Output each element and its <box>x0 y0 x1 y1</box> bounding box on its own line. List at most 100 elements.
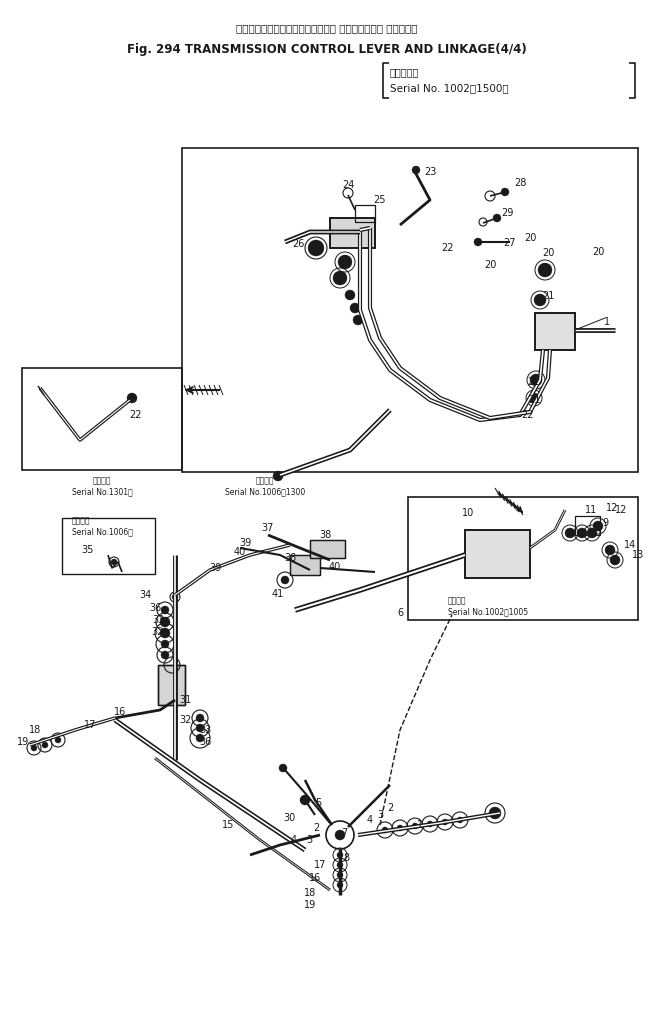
Bar <box>22 368 182 470</box>
Bar <box>158 665 185 705</box>
Circle shape <box>397 825 403 831</box>
Text: 適用号機
Serial No.1301～: 適用号機 Serial No.1301～ <box>71 476 132 496</box>
Circle shape <box>333 271 347 285</box>
Text: 18: 18 <box>29 725 41 735</box>
Text: 30: 30 <box>283 813 295 823</box>
Text: 13: 13 <box>632 550 644 560</box>
Circle shape <box>55 737 61 743</box>
Text: 27: 27 <box>504 238 516 248</box>
Text: 適用号機
Serial No.1006～1300: 適用号機 Serial No.1006～1300 <box>225 476 305 496</box>
Circle shape <box>337 862 343 868</box>
Text: 19: 19 <box>17 737 29 747</box>
Text: 14: 14 <box>624 540 636 550</box>
Text: 21: 21 <box>539 265 552 275</box>
Text: 12: 12 <box>606 503 618 513</box>
Text: 2: 2 <box>313 823 319 833</box>
Circle shape <box>196 734 204 742</box>
Text: 20: 20 <box>542 248 554 258</box>
Text: 21: 21 <box>542 291 554 301</box>
Circle shape <box>350 303 360 313</box>
Text: 37: 37 <box>262 523 274 533</box>
Circle shape <box>489 807 501 819</box>
Text: 6: 6 <box>397 608 403 618</box>
Circle shape <box>538 263 552 277</box>
Text: 39: 39 <box>209 563 221 573</box>
Text: （適用号機: （適用号機 <box>390 67 419 77</box>
Text: 40: 40 <box>234 547 246 557</box>
Text: 適用号機
Serial No.1006～: 適用号機 Serial No.1006～ <box>72 516 133 536</box>
Bar <box>330 218 375 248</box>
Text: 28: 28 <box>514 178 526 188</box>
Circle shape <box>353 315 363 325</box>
Circle shape <box>196 714 204 722</box>
Text: 11: 11 <box>585 505 597 515</box>
Circle shape <box>457 817 463 823</box>
Circle shape <box>42 742 48 747</box>
Text: 21: 21 <box>528 395 540 405</box>
Circle shape <box>300 795 310 805</box>
Bar <box>182 148 638 472</box>
Text: 36: 36 <box>149 603 161 613</box>
Text: 21: 21 <box>527 377 539 387</box>
Circle shape <box>593 521 603 531</box>
Text: 20: 20 <box>592 247 604 257</box>
Circle shape <box>474 238 482 246</box>
Circle shape <box>345 290 355 300</box>
Circle shape <box>442 819 448 825</box>
Text: 29: 29 <box>501 208 513 218</box>
Circle shape <box>111 559 117 565</box>
Text: 17: 17 <box>314 860 326 870</box>
Text: 3: 3 <box>306 835 312 845</box>
Circle shape <box>281 576 289 584</box>
Text: 41: 41 <box>272 589 284 599</box>
Circle shape <box>337 872 343 878</box>
Text: 25: 25 <box>374 195 386 205</box>
Circle shape <box>172 594 178 600</box>
Text: 22: 22 <box>129 410 141 420</box>
Circle shape <box>196 724 204 732</box>
Text: 24: 24 <box>342 180 354 190</box>
Circle shape <box>530 374 542 386</box>
Text: Fig. 294 TRANSMISSION CONTROL LEVER AND LINKAGE(4/4): Fig. 294 TRANSMISSION CONTROL LEVER AND … <box>127 44 527 57</box>
Text: 12: 12 <box>615 505 627 515</box>
Text: 33: 33 <box>152 615 164 625</box>
Circle shape <box>605 545 615 555</box>
Text: 26: 26 <box>292 239 304 249</box>
Circle shape <box>493 214 501 222</box>
Circle shape <box>534 294 546 306</box>
Circle shape <box>31 745 37 751</box>
Text: 31: 31 <box>179 695 191 705</box>
Text: 38: 38 <box>319 530 331 540</box>
Bar <box>310 540 345 558</box>
Text: 7: 7 <box>341 828 347 838</box>
Text: 35: 35 <box>81 545 93 555</box>
Text: 1: 1 <box>604 317 610 327</box>
Text: 2: 2 <box>387 803 393 813</box>
Text: 18: 18 <box>304 888 316 898</box>
Circle shape <box>427 821 433 827</box>
Text: 33: 33 <box>199 725 211 735</box>
Bar <box>158 665 185 705</box>
Circle shape <box>337 852 343 858</box>
Text: 39: 39 <box>239 538 251 548</box>
Circle shape <box>610 555 620 565</box>
Bar <box>62 518 155 574</box>
Text: 1: 1 <box>417 820 423 830</box>
Circle shape <box>412 166 420 174</box>
Text: 23: 23 <box>424 167 436 177</box>
Text: 16: 16 <box>114 707 126 717</box>
Circle shape <box>161 606 169 614</box>
Text: 4: 4 <box>291 835 297 845</box>
Circle shape <box>412 823 418 829</box>
Text: 20: 20 <box>484 260 496 270</box>
Text: Serial No. 1002～1500）: Serial No. 1002～1500） <box>390 83 509 93</box>
Text: 22: 22 <box>521 410 533 420</box>
Circle shape <box>161 640 169 648</box>
Text: 9: 9 <box>602 518 608 528</box>
Circle shape <box>565 528 575 538</box>
Text: 36: 36 <box>199 737 211 747</box>
Bar <box>408 497 638 620</box>
Text: 4: 4 <box>367 815 373 825</box>
Text: トランスミッション　コントロール レバー　および リンケージ: トランスミッション コントロール レバー および リンケージ <box>236 23 418 33</box>
Text: 19: 19 <box>304 900 316 910</box>
